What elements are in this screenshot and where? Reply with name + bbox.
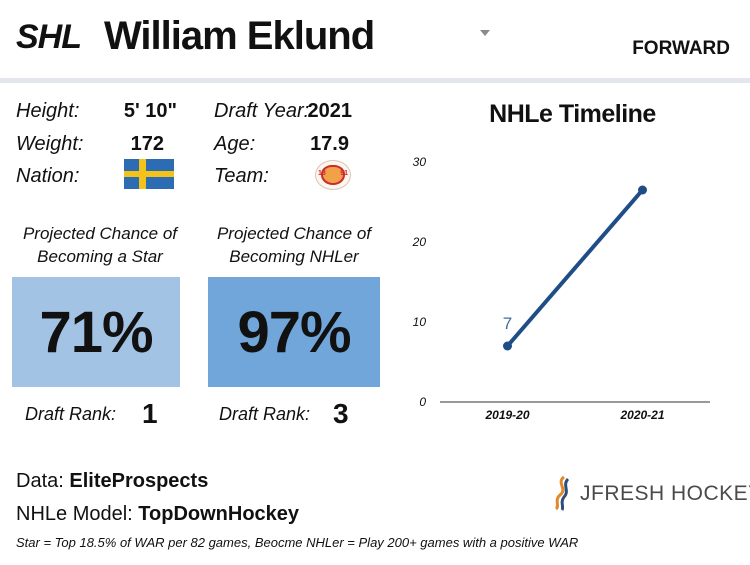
nation-label: Nation:	[16, 165, 80, 187]
header-divider	[0, 78, 750, 83]
nhler-chance-box: 97%	[208, 277, 380, 387]
star-title-line2: Becoming a Star	[37, 247, 163, 266]
x-tick-label: 2020-21	[619, 408, 664, 422]
draft-year-value: 2021	[307, 100, 353, 122]
shl-logo: SHL	[16, 18, 82, 56]
footnote: Star = Top 18.5% of WAR per 82 games, Be…	[16, 535, 579, 550]
nhle-model-value: TopDownHockey	[138, 503, 300, 525]
weight-label: Weight:	[16, 133, 84, 155]
y-tick-label: 0	[419, 395, 426, 409]
data-point	[503, 341, 512, 351]
draft-year-label: Draft Year:	[214, 100, 310, 122]
team-label: Team:	[214, 165, 269, 187]
crest-year-right: 91	[340, 170, 348, 177]
nhler-chance-value: 97%	[237, 299, 351, 365]
data-label: 7	[503, 314, 512, 333]
star-projection-title: Projected Chance of Becoming a Star	[0, 222, 200, 268]
series-line	[505, 188, 645, 348]
height-label: Height:	[16, 100, 80, 122]
star-chance-box: 71%	[12, 277, 180, 387]
nhler-title-line2: Becoming NHLer	[229, 247, 359, 266]
player-name: William Eklund	[104, 14, 375, 58]
nhler-draft-rank-value: 3	[333, 398, 349, 429]
star-draft-rank-value: 1	[142, 398, 158, 429]
y-tick-label: 30	[413, 155, 427, 169]
weight-value: 172	[130, 133, 164, 155]
data-point	[638, 185, 647, 195]
nhler-title-line1: Projected Chance of	[216, 224, 372, 243]
jfresh-logo-icon	[554, 475, 570, 511]
age-label: Age:	[214, 133, 256, 155]
crest-year-left: 18	[318, 170, 326, 177]
star-chance-value: 71%	[39, 299, 153, 365]
y-tick-label: 20	[412, 235, 427, 249]
y-tick-label: 10	[413, 315, 427, 329]
brand-text: JFRESH HOCKEY	[580, 482, 750, 505]
star-draft-rank-label: Draft Rank:	[25, 404, 117, 424]
data-source-value: EliteProspects	[69, 470, 209, 492]
nhle-model-label: NHLe Model:	[16, 503, 133, 525]
star-title-line1: Projected Chance of	[22, 224, 178, 243]
x-tick-label: 2019-20	[484, 408, 529, 422]
nhle-model: NHLe Model: TopDownHockey	[16, 503, 299, 526]
player-position: FORWARD	[632, 38, 730, 59]
team-crest-icon: 18 91	[315, 160, 351, 190]
data-source: Data: EliteProspects	[16, 470, 208, 493]
header: SHL William Eklund FORWARD	[0, 0, 750, 78]
nhle-line-chart: 0 10 20 30 2019-20 2020-21 7	[412, 155, 710, 422]
data-source-label: Data:	[16, 470, 64, 492]
age-value: 17.9	[310, 133, 349, 155]
chart-title: NHLe Timeline	[489, 100, 656, 128]
height-value: 5' 10"	[123, 100, 177, 122]
sweden-flag-icon	[124, 159, 174, 189]
jfresh-hockey-brand: JFRESH HOCKEY	[550, 475, 750, 511]
chevron-down-icon[interactable]	[480, 30, 490, 36]
nhler-projection-title: Projected Chance of Becoming NHLer	[194, 222, 394, 268]
nhler-draft-rank-label: Draft Rank:	[219, 404, 311, 424]
